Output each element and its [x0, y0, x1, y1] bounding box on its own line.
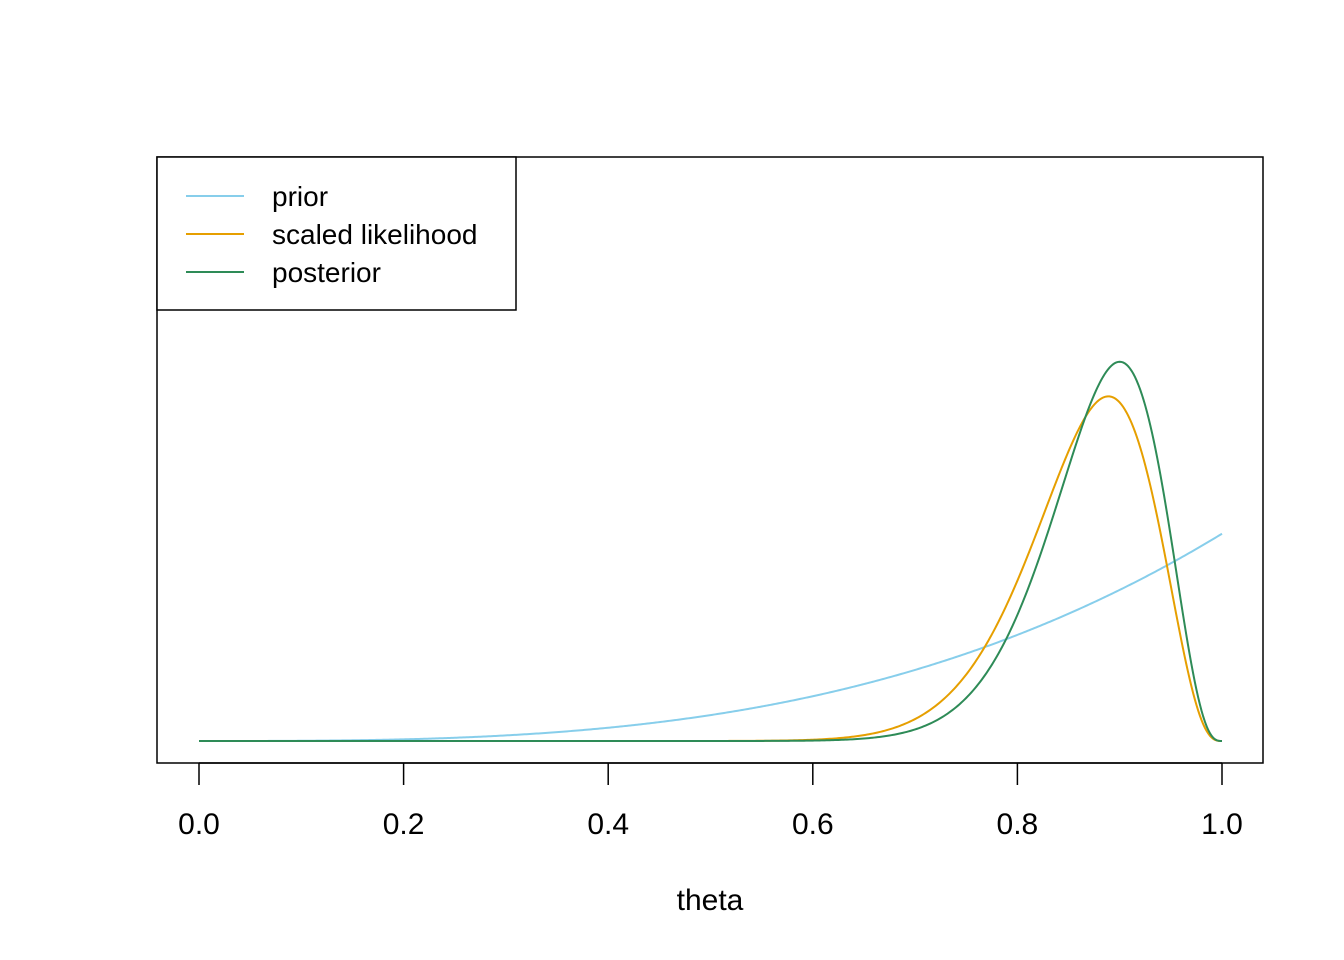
- x-tick-label: 0.4: [587, 808, 629, 841]
- x-tick-label: 0.8: [997, 808, 1039, 841]
- curves: [199, 360, 1223, 742]
- x-axis: 0.0 0.2 0.4 0.6 0.8 1.0: [178, 762, 1243, 841]
- x-tick-label: 0.6: [792, 808, 834, 841]
- legend: prior scaled likelihood posterior: [156, 156, 517, 311]
- legend-label-prior: prior: [272, 181, 328, 212]
- series-line-scaled-likelihood: [199, 395, 1223, 742]
- series-line-prior: [199, 532, 1223, 742]
- x-tick-label: 0.0: [178, 808, 220, 841]
- x-tick-label: 1.0: [1201, 808, 1243, 841]
- x-axis-label: theta: [677, 884, 744, 917]
- legend-label-scaled-likelihood: scaled likelihood: [272, 219, 477, 250]
- series-line-posterior: [199, 360, 1223, 742]
- legend-label-posterior: posterior: [272, 257, 381, 288]
- x-tick-label: 0.2: [383, 808, 425, 841]
